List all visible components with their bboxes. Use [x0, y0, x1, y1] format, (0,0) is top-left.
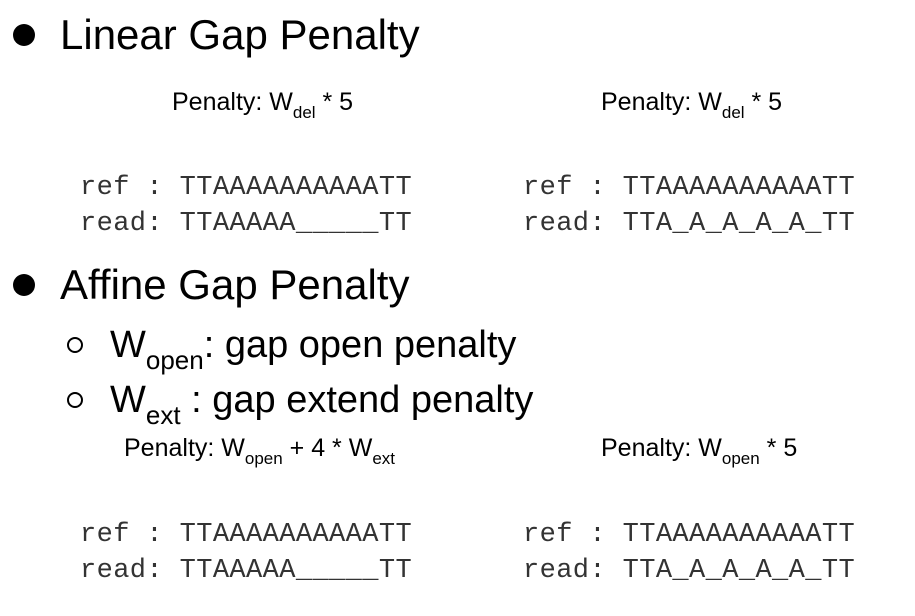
read-line: read: TTAAAAA_____TT: [80, 209, 413, 239]
linear-right-alignment: ref : TTAAAAAAAAAATT read: TTA_A_A_A_A_TT: [523, 143, 855, 269]
read-line: read: TTA_A_A_A_A_TT: [523, 209, 856, 239]
ref-line: ref : TTAAAAAAAAAATT: [523, 520, 856, 550]
affine-left-alignment: ref : TTAAAAAAAAAATT read: TTAAAAA_____TT: [80, 490, 412, 616]
read-line: read: TTAAAAA_____TT: [80, 556, 413, 586]
affine-gap-heading: Affine Gap Penalty: [60, 261, 410, 308]
linear-right-penalty: Penalty: Wdel * 5: [601, 88, 783, 122]
linear-gap-heading: Linear Gap Penalty: [60, 11, 420, 58]
bullet-icon: [13, 24, 35, 46]
ref-line: ref : TTAAAAAAAAAATT: [80, 520, 413, 550]
linear-left-penalty: Penalty: Wdel * 5: [172, 88, 354, 122]
affine-right-penalty: Penalty: Wopen * 5: [601, 434, 798, 468]
hollow-bullet-icon: [67, 392, 83, 408]
affine-right-alignment: ref : TTAAAAAAAAAATT read: TTA_A_A_A_A_TT: [523, 490, 855, 616]
read-line: read: TTA_A_A_A_A_TT: [523, 556, 856, 586]
linear-left-alignment: ref : TTAAAAAAAAAATT read: TTAAAAA_____TT: [80, 143, 412, 269]
gap-open-item: Wopen: gap open penalty: [110, 324, 517, 375]
ref-line: ref : TTAAAAAAAAAATT: [523, 173, 856, 203]
ref-line: ref : TTAAAAAAAAAATT: [80, 173, 413, 203]
gap-extend-item: Wext : gap extend penalty: [110, 379, 534, 430]
affine-left-penalty: Penalty: Wopen + 4 * Wext: [124, 434, 396, 468]
hollow-bullet-icon: [67, 337, 83, 353]
bullet-icon: [13, 274, 35, 296]
